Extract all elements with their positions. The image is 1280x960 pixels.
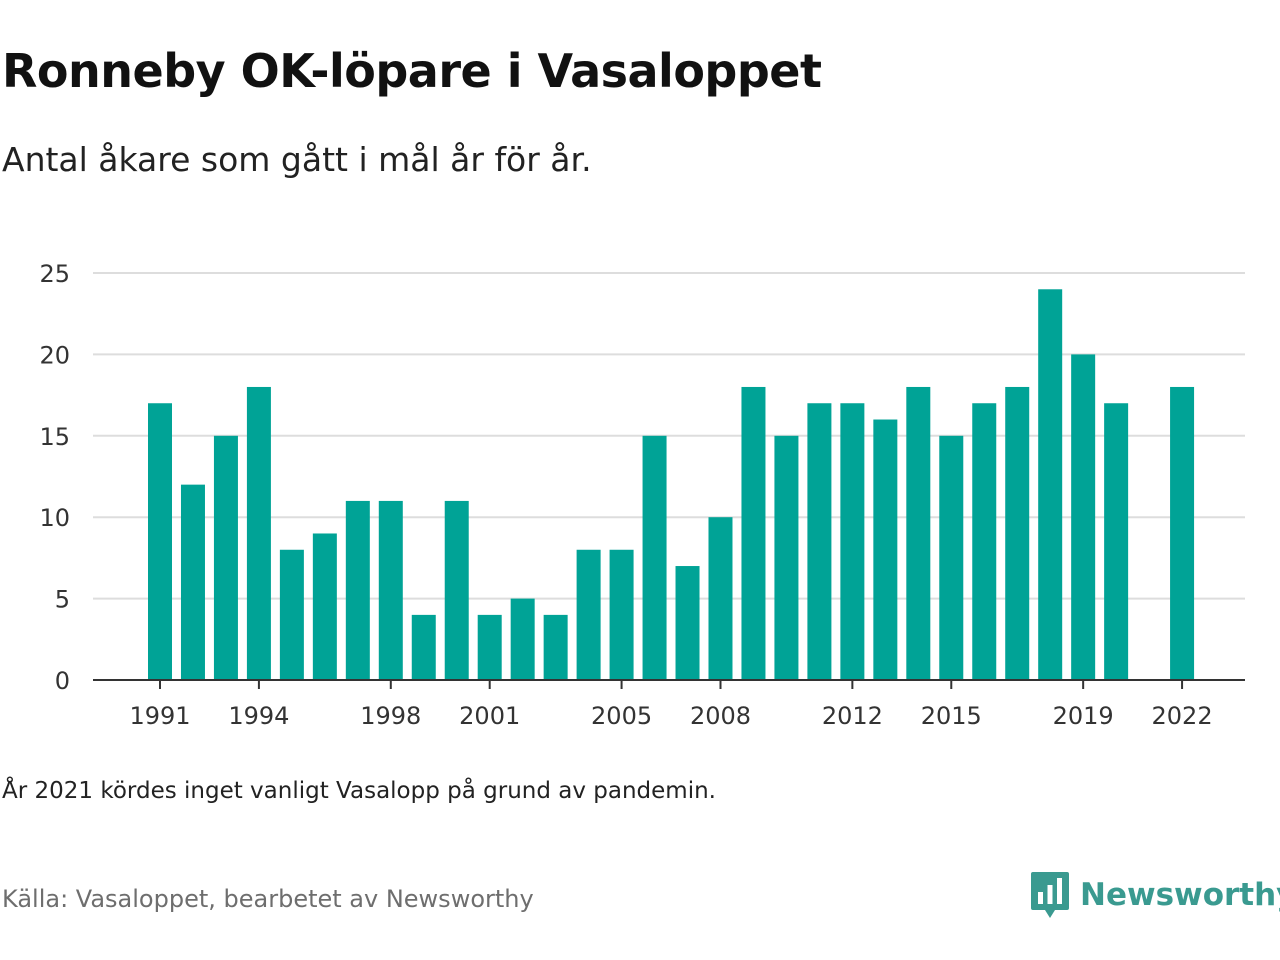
bar — [148, 403, 172, 680]
x-tick-label: 2005 — [591, 702, 652, 730]
footnote: År 2021 kördes inget vanligt Vasalopp på… — [2, 778, 716, 804]
x-tick-label: 1998 — [360, 702, 421, 730]
bar — [312, 533, 337, 680]
bar — [1170, 386, 1195, 680]
bar — [873, 419, 898, 680]
newsworthy-logo: Newsworthy — [1030, 870, 1280, 920]
bar — [840, 403, 865, 680]
bar — [444, 500, 469, 680]
y-tick-label: 5 — [55, 586, 70, 614]
bars — [148, 289, 1195, 680]
y-axis-tick-labels: 0 5 10 15 20 25 — [39, 260, 70, 695]
y-tick-label: 25 — [39, 260, 70, 288]
chart-subtitle: Antal åkare som gått i mål år för år. — [2, 140, 592, 179]
bar — [675, 566, 700, 680]
bar — [180, 484, 205, 680]
y-tick-label: 10 — [39, 504, 70, 532]
bar — [939, 435, 964, 680]
x-tick-label: 1994 — [228, 702, 289, 730]
bar — [477, 614, 502, 680]
x-axis-ticks: 1991 1994 1998 2001 2005 2008 2012 2015 2019 2022 — [129, 680, 1213, 730]
chart-title: Ronneby OK-löpare i Vasaloppet — [2, 44, 822, 98]
bar — [345, 500, 370, 680]
newsworthy-logo-icon — [1031, 872, 1069, 918]
x-tick-label: 1991 — [129, 702, 190, 730]
bar — [1005, 386, 1030, 680]
y-tick-label: 0 — [55, 667, 70, 695]
bar — [906, 386, 931, 680]
x-tick-label: 2019 — [1053, 702, 1114, 730]
bar — [708, 517, 733, 680]
bar — [1104, 403, 1129, 680]
bar — [510, 598, 535, 680]
x-tick-label: 2015 — [921, 702, 982, 730]
bar — [576, 549, 601, 680]
bar — [642, 435, 667, 680]
bar — [609, 549, 634, 680]
y-tick-label: 15 — [39, 423, 70, 451]
x-tick-label: 2001 — [459, 702, 520, 730]
x-tick-label: 2012 — [822, 702, 883, 730]
bar — [741, 386, 766, 680]
bar — [279, 549, 304, 680]
bar — [1071, 354, 1096, 680]
bar — [807, 403, 832, 680]
y-tick-label: 20 — [39, 341, 70, 369]
bar-chart: 0 5 10 15 20 25 1991 1994 1998 2001 2005 2008 2012 2… — [39, 260, 1245, 730]
bar — [972, 403, 997, 680]
bar — [774, 435, 799, 680]
x-tick-label: 2008 — [690, 702, 751, 730]
bar — [411, 614, 436, 680]
source-credit: Källa: Vasaloppet, bearbetet av Newswort… — [2, 885, 534, 913]
bar — [246, 386, 271, 680]
logo-text: Newsworthy — [1080, 877, 1280, 913]
bar — [213, 435, 238, 680]
bar — [543, 614, 568, 680]
bar — [378, 500, 403, 680]
x-tick-label: 2022 — [1152, 702, 1213, 730]
bar — [1038, 289, 1063, 680]
